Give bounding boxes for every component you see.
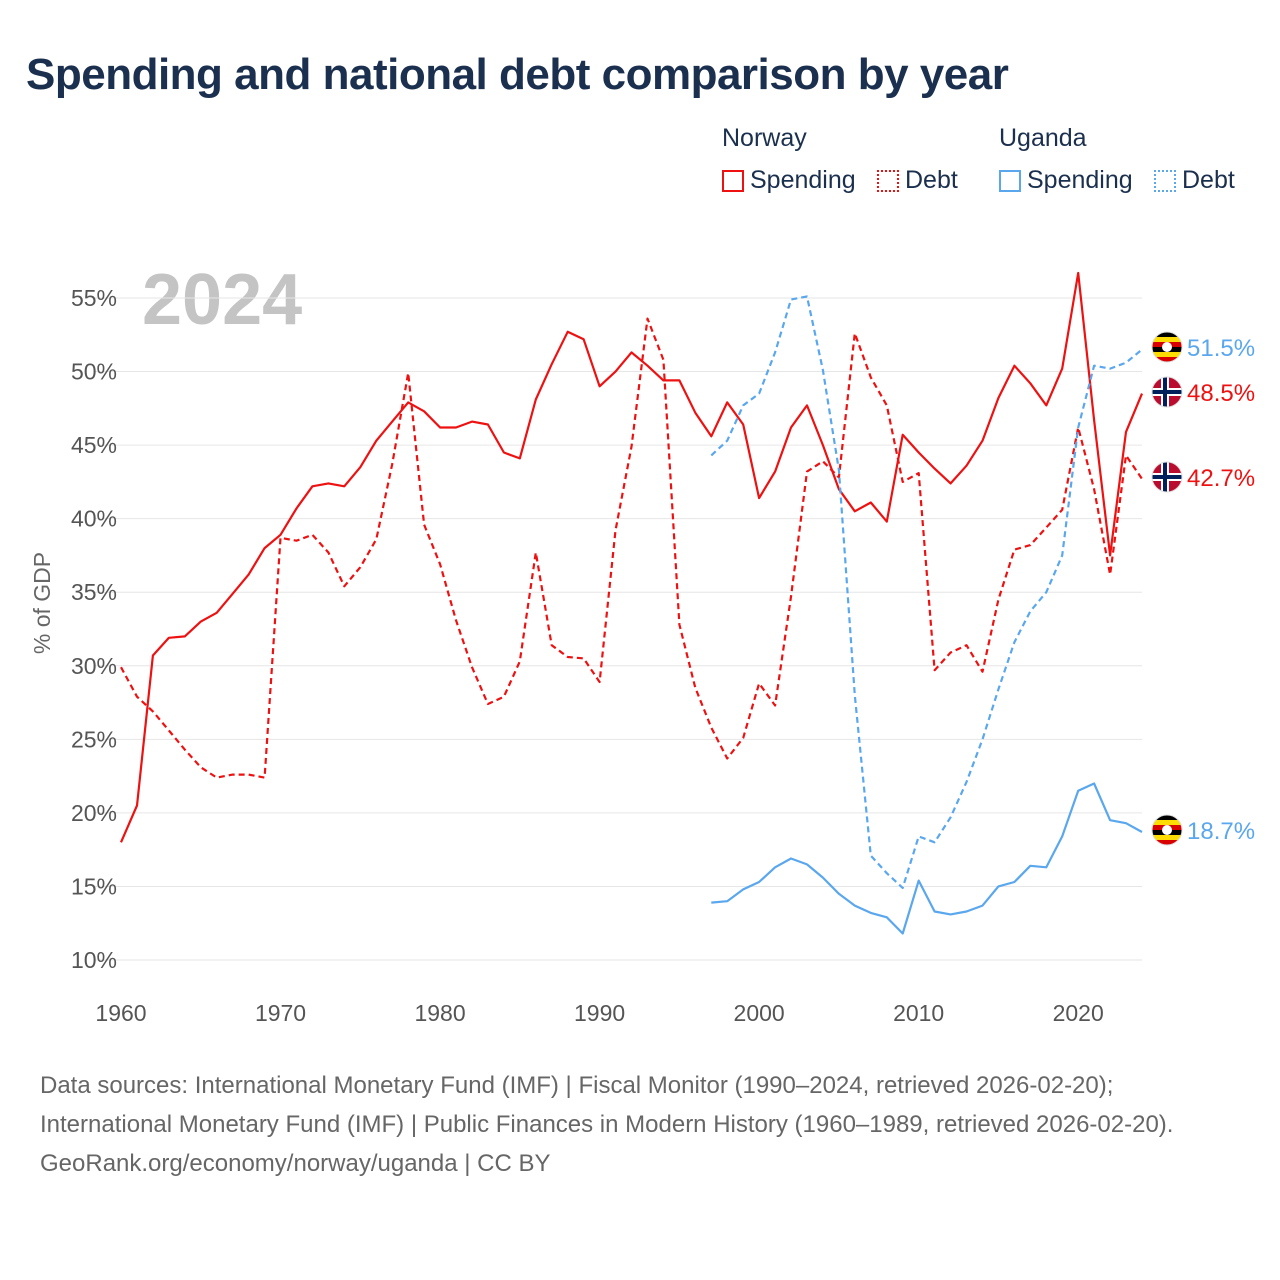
y-tick-label: 35% bbox=[71, 579, 117, 605]
legend-norway-debt[interactable]: Debt bbox=[877, 166, 958, 195]
x-tick-label: 1980 bbox=[414, 1000, 465, 1026]
legend-norway-spending[interactable]: Spending bbox=[722, 166, 856, 195]
y-tick-label: 30% bbox=[71, 653, 117, 679]
flag-stripe bbox=[1152, 357, 1182, 362]
y-tick-label: 50% bbox=[71, 359, 117, 385]
flag-stripe bbox=[1152, 337, 1182, 342]
x-tick-label: 2020 bbox=[1053, 1000, 1104, 1026]
legend-uganda-spending[interactable]: Spending bbox=[999, 166, 1133, 195]
legend-group-norway: Norway bbox=[722, 124, 807, 152]
series-line-uganda-debt bbox=[710, 295, 1143, 890]
series-line-uganda-spending bbox=[711, 782, 1143, 935]
flag-border bbox=[1151, 814, 1183, 846]
attribution-link[interactable]: GeoRank.org/economy/norway/uganda | CC B… bbox=[40, 1150, 551, 1177]
flag-stripe bbox=[1152, 835, 1182, 840]
legend-swatch-dashed bbox=[877, 169, 899, 192]
flag-emblem bbox=[1162, 342, 1172, 352]
flag-body bbox=[1152, 332, 1182, 362]
y-tick-label: 55% bbox=[71, 285, 117, 311]
x-tick-label: 2000 bbox=[734, 1000, 785, 1026]
flag-cross-v-inner bbox=[1163, 377, 1167, 407]
legend-group-uganda: Uganda bbox=[999, 124, 1087, 152]
legend-label: Spending bbox=[750, 166, 856, 194]
flag-body bbox=[1152, 462, 1182, 492]
x-tick-label: 2010 bbox=[893, 1000, 944, 1026]
chart-title: Spending and national debt comparison by… bbox=[26, 50, 1009, 99]
legend-swatch-solid bbox=[722, 169, 744, 192]
x-tick-label: 1960 bbox=[95, 1000, 146, 1026]
norway-flag-icon bbox=[1151, 376, 1183, 408]
legend-uganda-debt[interactable]: Debt bbox=[1154, 166, 1235, 195]
flag-stripe bbox=[1152, 352, 1182, 357]
end-value-label: 42.7% bbox=[1187, 465, 1255, 492]
flag-stripe bbox=[1152, 815, 1182, 820]
uganda-flag-icon bbox=[1151, 814, 1183, 846]
flag-stripe bbox=[1152, 820, 1182, 825]
flag-emblem bbox=[1162, 825, 1172, 835]
series-line-norway-debt bbox=[120, 317, 1143, 779]
norway-flag-icon bbox=[1151, 461, 1183, 493]
sources: Data sources: International Monetary Fun… bbox=[40, 1066, 1240, 1183]
flag-cross-v-inner bbox=[1163, 462, 1167, 492]
flag-stripe bbox=[1152, 840, 1182, 845]
plot-area: 2024 % of GDP 10% 15% 20% 25% 30% 35% 40% 45% 50… bbox=[29, 260, 1255, 1026]
uganda-flag-icon bbox=[1151, 331, 1183, 363]
end-value-label: 18.7% bbox=[1187, 818, 1255, 845]
sources-text: Data sources: International Monetary Fun… bbox=[40, 1072, 1174, 1138]
legend-swatch-dashed bbox=[1154, 169, 1176, 192]
y-axis-label: % of GDP bbox=[29, 552, 55, 654]
flag-border bbox=[1151, 461, 1183, 493]
flag-stripe bbox=[1152, 332, 1182, 337]
year-watermark: 2024 bbox=[142, 260, 302, 340]
flag-border bbox=[1151, 331, 1183, 363]
legend-label: Spending bbox=[1027, 166, 1133, 194]
end-value-label: 51.5% bbox=[1187, 335, 1255, 362]
flag-body bbox=[1152, 377, 1182, 407]
y-tick-label: 25% bbox=[71, 726, 117, 752]
y-tick-label: 40% bbox=[71, 506, 117, 532]
series-line-norway-spending bbox=[119, 271, 1144, 843]
flag-border bbox=[1151, 376, 1183, 408]
end-value-label: 48.5% bbox=[1187, 380, 1255, 407]
y-tick-label: 45% bbox=[71, 432, 117, 458]
legend-swatch-solid bbox=[999, 169, 1021, 192]
y-tick-label: 20% bbox=[71, 800, 117, 826]
legend-label: Debt bbox=[905, 166, 958, 194]
x-tick-label: 1970 bbox=[255, 1000, 306, 1026]
y-tick-label: 10% bbox=[71, 947, 117, 973]
flag-body bbox=[1152, 815, 1182, 845]
y-tick-label: 15% bbox=[71, 873, 117, 899]
x-tick-label: 1990 bbox=[574, 1000, 625, 1026]
legend-label: Debt bbox=[1182, 166, 1235, 194]
